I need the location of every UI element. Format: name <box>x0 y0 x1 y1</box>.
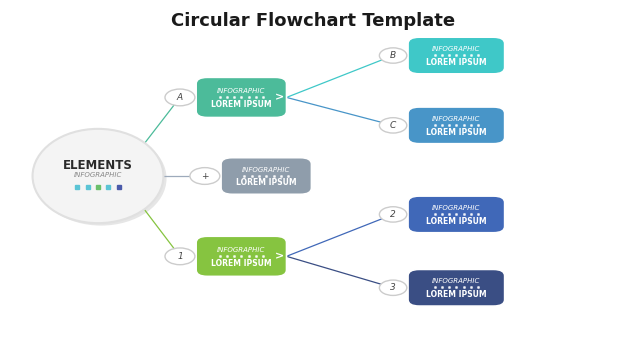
Text: INFOGRAPHIC: INFOGRAPHIC <box>432 116 481 122</box>
Circle shape <box>379 207 407 222</box>
Text: INFOGRAPHIC: INFOGRAPHIC <box>432 205 481 211</box>
Circle shape <box>379 48 407 63</box>
Circle shape <box>379 118 407 133</box>
Text: INFOGRAPHIC: INFOGRAPHIC <box>432 278 481 284</box>
Text: LOREM IPSUM: LOREM IPSUM <box>426 58 486 67</box>
FancyBboxPatch shape <box>408 269 505 306</box>
Text: C: C <box>390 121 396 130</box>
Text: LOREM IPSUM: LOREM IPSUM <box>426 290 486 299</box>
Text: A: A <box>177 93 183 102</box>
Text: LOREM IPSUM: LOREM IPSUM <box>426 217 486 226</box>
Circle shape <box>190 168 220 184</box>
Text: LOREM IPSUM: LOREM IPSUM <box>236 178 297 188</box>
Ellipse shape <box>36 131 167 226</box>
FancyBboxPatch shape <box>408 37 505 74</box>
Text: INFOGRAPHIC: INFOGRAPHIC <box>432 46 481 52</box>
Text: Circular Flowchart Template: Circular Flowchart Template <box>171 12 455 30</box>
Text: LOREM IPSUM: LOREM IPSUM <box>426 128 486 137</box>
Text: LOREM IPSUM: LOREM IPSUM <box>211 259 272 268</box>
Text: >: > <box>274 93 284 102</box>
Text: INFOGRAPHIC: INFOGRAPHIC <box>74 172 122 178</box>
Circle shape <box>165 89 195 106</box>
Text: INFOGRAPHIC: INFOGRAPHIC <box>217 88 265 94</box>
Text: 3: 3 <box>390 283 396 292</box>
Text: ELEMENTS: ELEMENTS <box>63 159 133 172</box>
Ellipse shape <box>33 129 163 223</box>
Text: +: + <box>201 171 208 181</box>
Text: INFOGRAPHIC: INFOGRAPHIC <box>217 247 265 253</box>
FancyBboxPatch shape <box>408 196 505 233</box>
Text: B: B <box>390 51 396 60</box>
Text: 1: 1 <box>177 252 183 261</box>
FancyBboxPatch shape <box>221 158 312 194</box>
Circle shape <box>379 280 407 295</box>
FancyBboxPatch shape <box>408 107 505 144</box>
Text: 2: 2 <box>390 210 396 219</box>
Text: LOREM IPSUM: LOREM IPSUM <box>211 100 272 109</box>
FancyBboxPatch shape <box>196 236 287 276</box>
Text: INFOGRAPHIC: INFOGRAPHIC <box>242 167 290 173</box>
Text: >: > <box>274 251 284 261</box>
Circle shape <box>165 248 195 265</box>
FancyBboxPatch shape <box>196 77 287 118</box>
